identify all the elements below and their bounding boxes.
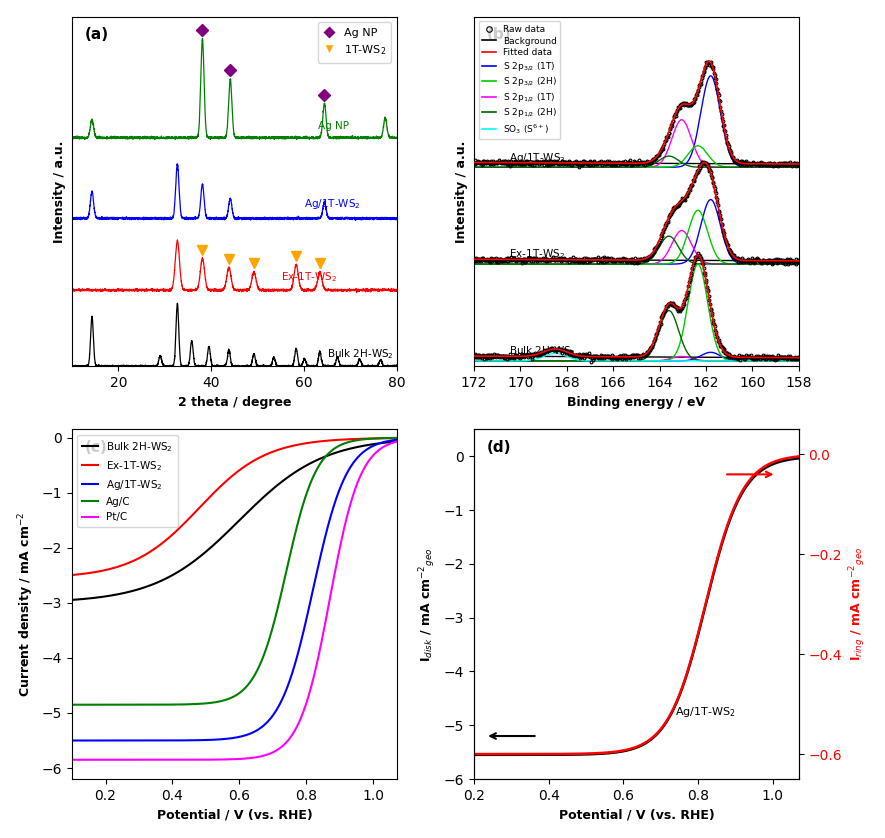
Pt/C bbox=[322, 605, 333, 615]
Ex-1T-WS$_2$ bbox=[225, 473, 235, 483]
Legend: Raw data, Background, Fitted data, S 2p$_{3/2}$ (1T), S 2p$_{3/2}$ (2H), S 2p$_{: Raw data, Background, Fitted data, S 2p$… bbox=[479, 21, 560, 139]
Y-axis label: Intensity / a.u.: Intensity / a.u. bbox=[53, 140, 66, 243]
Y-axis label: Current density / mA cm$^{-2}$: Current density / mA cm$^{-2}$ bbox=[17, 512, 36, 696]
Pt/C bbox=[216, 754, 227, 764]
Pt/C bbox=[382, 440, 393, 450]
Ag/C bbox=[382, 433, 393, 443]
Bulk 2H-WS$_2$ bbox=[83, 593, 94, 603]
Text: Ex-1T-WS$_2$: Ex-1T-WS$_2$ bbox=[281, 270, 337, 284]
Ex-1T-WS$_2$ bbox=[391, 433, 402, 443]
Ex-1T-WS$_2$ bbox=[66, 570, 77, 580]
Text: Ex-1T-WS$_2$: Ex-1T-WS$_2$ bbox=[509, 248, 565, 261]
Ag/1T-WS$_2$ bbox=[66, 736, 77, 746]
Ag/1T-WS$_2$ bbox=[322, 522, 333, 532]
Bulk 2H-WS$_2$ bbox=[382, 437, 393, 447]
Text: (a): (a) bbox=[85, 27, 109, 42]
Ag/1T-WS$_2$ bbox=[382, 437, 393, 447]
Bulk 2H-WS$_2$ bbox=[216, 533, 227, 543]
Pt/C bbox=[83, 755, 94, 765]
Ex-1T-WS$_2$ bbox=[216, 480, 227, 490]
Text: Ag NP: Ag NP bbox=[318, 121, 349, 131]
Ex-1T-WS$_2$ bbox=[322, 436, 333, 446]
Ag/1T-WS$_2$ bbox=[216, 734, 227, 744]
X-axis label: Binding energy / eV: Binding energy / eV bbox=[567, 396, 705, 409]
Legend: Ag NP, 1T-WS$_2$: Ag NP, 1T-WS$_2$ bbox=[318, 23, 391, 63]
Bulk 2H-WS$_2$ bbox=[322, 451, 333, 461]
Pt/C bbox=[391, 437, 402, 447]
Legend: Bulk 2H-WS$_2$, Ex-1T-WS$_2$, Ag/1T-WS$_2$, Ag/C, Pt/C: Bulk 2H-WS$_2$, Ex-1T-WS$_2$, Ag/1T-WS$_… bbox=[77, 435, 179, 527]
Ex-1T-WS$_2$ bbox=[382, 433, 393, 443]
Ag/C bbox=[83, 700, 94, 710]
Text: (c): (c) bbox=[85, 440, 108, 455]
Text: Ag/1T-WS$_2$: Ag/1T-WS$_2$ bbox=[675, 705, 735, 718]
Bulk 2H-WS$_2$ bbox=[225, 525, 235, 535]
Ag/C bbox=[216, 696, 227, 706]
Ag/1T-WS$_2$ bbox=[225, 733, 235, 743]
Text: (d): (d) bbox=[487, 440, 512, 455]
X-axis label: Potential / V (vs. RHE): Potential / V (vs. RHE) bbox=[157, 809, 312, 821]
Line: Pt/C: Pt/C bbox=[72, 442, 396, 760]
Line: Ag/C: Ag/C bbox=[72, 438, 396, 705]
Bulk 2H-WS$_2$ bbox=[382, 437, 393, 447]
X-axis label: Potential / V (vs. RHE): Potential / V (vs. RHE) bbox=[558, 809, 714, 821]
Ag/1T-WS$_2$ bbox=[382, 437, 393, 447]
X-axis label: 2 theta / degree: 2 theta / degree bbox=[178, 396, 291, 409]
Line: Ag/1T-WS$_2$: Ag/1T-WS$_2$ bbox=[72, 440, 396, 741]
Ag/C bbox=[66, 700, 77, 710]
Pt/C bbox=[382, 440, 393, 450]
Ex-1T-WS$_2$ bbox=[382, 433, 393, 443]
Text: Bulk 2H-WS$_2$: Bulk 2H-WS$_2$ bbox=[509, 344, 575, 359]
Ag/C bbox=[225, 693, 235, 703]
Text: Ag/1T-WS$_2$: Ag/1T-WS$_2$ bbox=[509, 151, 566, 165]
Pt/C bbox=[66, 755, 77, 765]
Ag/C bbox=[322, 449, 333, 459]
Y-axis label: I$_{ring}$ / mA cm$^{-2}$$_{geo}$: I$_{ring}$ / mA cm$^{-2}$$_{geo}$ bbox=[848, 547, 868, 661]
Y-axis label: Intensity / a.u.: Intensity / a.u. bbox=[456, 140, 468, 243]
Ag/C bbox=[391, 433, 402, 443]
Y-axis label: I$_{disk}$ / mA cm$^{-2}$$_{geo}$: I$_{disk}$ / mA cm$^{-2}$$_{geo}$ bbox=[418, 547, 438, 662]
Line: Ex-1T-WS$_2$: Ex-1T-WS$_2$ bbox=[72, 438, 396, 575]
Bulk 2H-WS$_2$ bbox=[391, 437, 402, 447]
Ag/C bbox=[382, 433, 393, 443]
Pt/C bbox=[225, 754, 235, 764]
Ag/1T-WS$_2$ bbox=[83, 736, 94, 746]
Bulk 2H-WS$_2$ bbox=[66, 595, 77, 605]
Ex-1T-WS$_2$ bbox=[83, 568, 94, 578]
Line: Bulk 2H-WS$_2$: Bulk 2H-WS$_2$ bbox=[72, 442, 396, 600]
Text: Ag/1T-WS$_2$: Ag/1T-WS$_2$ bbox=[304, 197, 361, 210]
Text: Bulk 2H-WS$_2$: Bulk 2H-WS$_2$ bbox=[327, 347, 394, 361]
Text: (b): (b) bbox=[487, 27, 512, 42]
Ag/1T-WS$_2$ bbox=[391, 435, 402, 445]
